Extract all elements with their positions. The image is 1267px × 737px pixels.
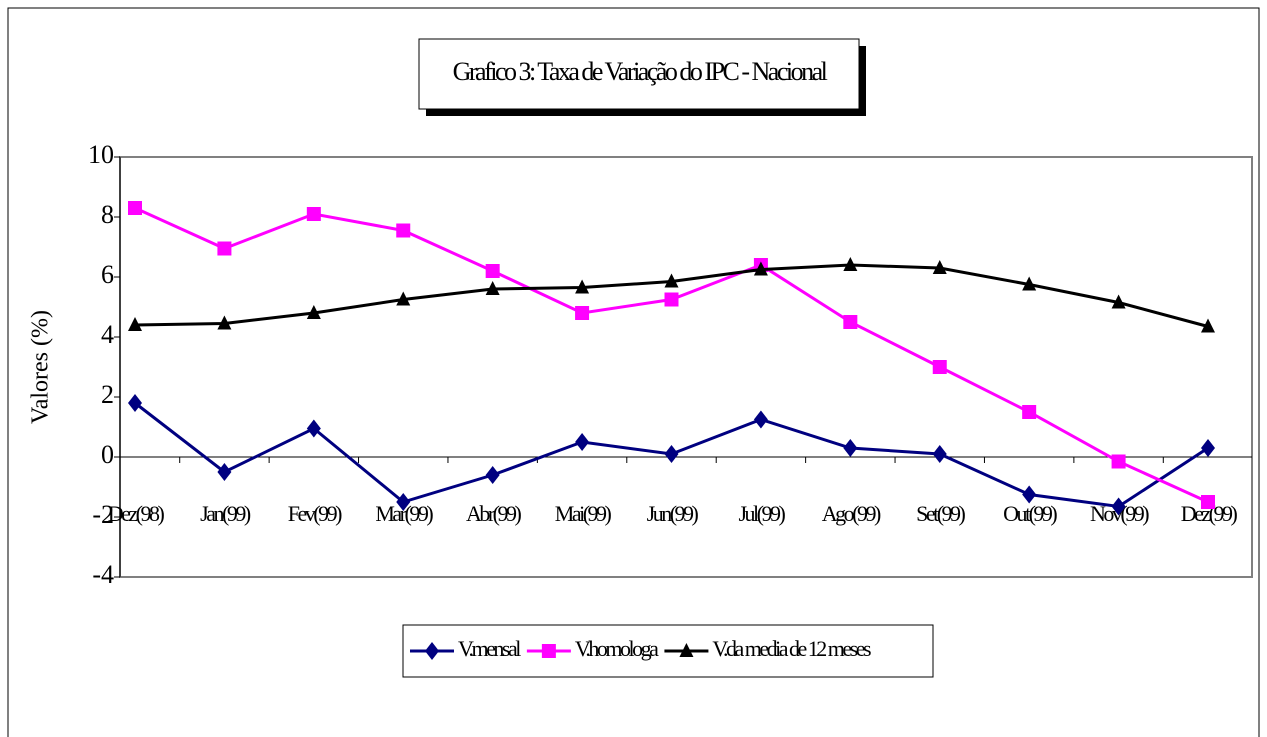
y-tick-label: -2 (92, 500, 114, 529)
point (575, 433, 590, 451)
point (1201, 318, 1215, 333)
x-tick-label: Dez(98) (108, 501, 165, 526)
y-tick-label: 6 (101, 260, 114, 289)
x-tick-label: Abr(99) (466, 501, 522, 526)
x-tick-label: Ago(99) (822, 501, 881, 526)
point (679, 643, 694, 657)
point (217, 241, 232, 256)
point (575, 279, 590, 294)
y-axis-label: Valores (%) (28, 310, 54, 424)
x-tick-label: Jun(99) (647, 501, 699, 526)
y-tick-label: -4 (92, 560, 114, 589)
point (843, 315, 858, 329)
point (753, 410, 768, 429)
point (485, 264, 500, 278)
x-tick-label: Out(99) (1003, 501, 1057, 526)
x-tick-label: Set(99) (916, 501, 965, 526)
point (128, 201, 142, 215)
y-tick-label: 0 (101, 440, 114, 469)
point (128, 394, 142, 412)
point (217, 315, 232, 330)
point (932, 260, 947, 274)
point (396, 223, 411, 238)
point (1201, 495, 1215, 509)
point (1022, 276, 1037, 291)
point (306, 305, 321, 319)
point (1022, 405, 1037, 419)
y-tick-label: 8 (101, 200, 114, 229)
x-tick-label: Mai(99) (555, 501, 612, 526)
point (306, 207, 321, 221)
point (575, 306, 590, 320)
y-tick-label: 10 (88, 140, 114, 169)
point (485, 281, 500, 295)
point (843, 257, 858, 271)
point (1111, 294, 1126, 309)
point (1022, 485, 1037, 504)
point (843, 439, 858, 457)
point (541, 644, 556, 658)
y-tick-label: 2 (101, 380, 114, 409)
point (753, 261, 768, 276)
x-tick-label: Jan(99) (200, 501, 251, 526)
point (1111, 497, 1126, 516)
point (396, 291, 411, 306)
x-tick-label: Fev(99) (288, 501, 342, 526)
point (1201, 439, 1215, 457)
chart-frame (7, 7, 1260, 737)
y-tick-label: 4 (101, 320, 114, 349)
point (1111, 454, 1126, 469)
chart-title: Grafico 3: Taxa de Variação do IPC - Nac… (453, 57, 828, 86)
point (664, 445, 679, 463)
x-tick-label: Jul(99) (739, 501, 786, 526)
point (306, 419, 321, 438)
point (932, 360, 947, 374)
legend-label: V.da media de 12 meses (712, 636, 871, 661)
point (128, 317, 142, 331)
point (396, 493, 411, 511)
title-box (418, 38, 860, 110)
point (217, 463, 232, 481)
point (932, 445, 947, 463)
legend-label: V.homologa (575, 636, 659, 661)
point (425, 642, 439, 660)
point (664, 292, 679, 307)
point (664, 273, 679, 288)
legend-label: V.mensal (458, 636, 521, 661)
point (485, 466, 500, 484)
